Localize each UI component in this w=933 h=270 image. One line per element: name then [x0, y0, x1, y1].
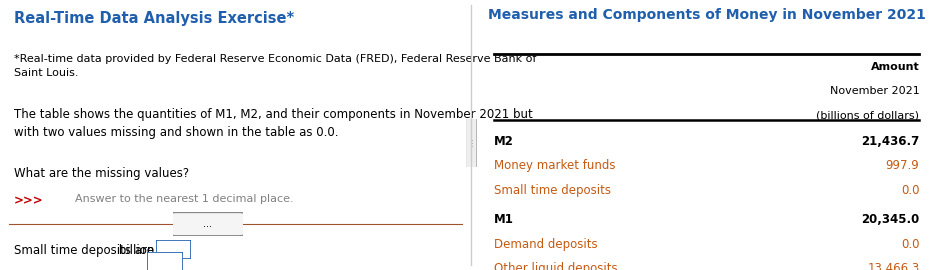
Text: Other liquid deposits: Other liquid deposits — [494, 262, 618, 270]
Text: ⋮: ⋮ — [467, 139, 475, 148]
Text: Answer to the nearest 1 decimal place.: Answer to the nearest 1 decimal place. — [76, 194, 294, 204]
Text: >>>: >>> — [14, 194, 44, 207]
Text: Demand deposits: Demand deposits — [494, 238, 598, 251]
Text: 0.0: 0.0 — [901, 184, 919, 197]
Text: 0.0: 0.0 — [901, 238, 919, 251]
Text: The table shows the quantities of M1, M2, and their components in November 2021 : The table shows the quantities of M1, M2… — [14, 108, 533, 139]
Text: Money market funds: Money market funds — [494, 159, 616, 172]
Text: billion.: billion. — [116, 244, 159, 257]
Text: Small time deposits are $: Small time deposits are $ — [14, 244, 165, 257]
FancyBboxPatch shape — [147, 252, 183, 270]
Text: November 2021: November 2021 — [829, 86, 919, 96]
Text: 997.9: 997.9 — [885, 159, 919, 172]
Text: Amount: Amount — [870, 62, 919, 72]
Text: 13,466.3: 13,466.3 — [867, 262, 919, 270]
Text: *Real-time data provided by Federal Reserve Economic Data (FRED), Federal Reserv: *Real-time data provided by Federal Rese… — [14, 54, 536, 78]
Text: (billions of dollars): (billions of dollars) — [816, 111, 919, 121]
Text: What are the missing values?: What are the missing values? — [14, 167, 189, 180]
Text: Small time deposits: Small time deposits — [494, 184, 611, 197]
Text: 20,345.0: 20,345.0 — [861, 213, 919, 226]
Text: M1: M1 — [494, 213, 514, 226]
FancyBboxPatch shape — [466, 114, 477, 172]
Text: Real-Time Data Analysis Exercise*: Real-Time Data Analysis Exercise* — [14, 11, 295, 26]
Text: ...: ... — [203, 219, 212, 229]
FancyBboxPatch shape — [156, 240, 191, 259]
Text: M2: M2 — [494, 135, 514, 148]
Text: 21,436.7: 21,436.7 — [861, 135, 919, 148]
Text: Measures and Components of Money in November 2021: Measures and Components of Money in Nove… — [488, 8, 926, 22]
FancyBboxPatch shape — [171, 212, 244, 236]
